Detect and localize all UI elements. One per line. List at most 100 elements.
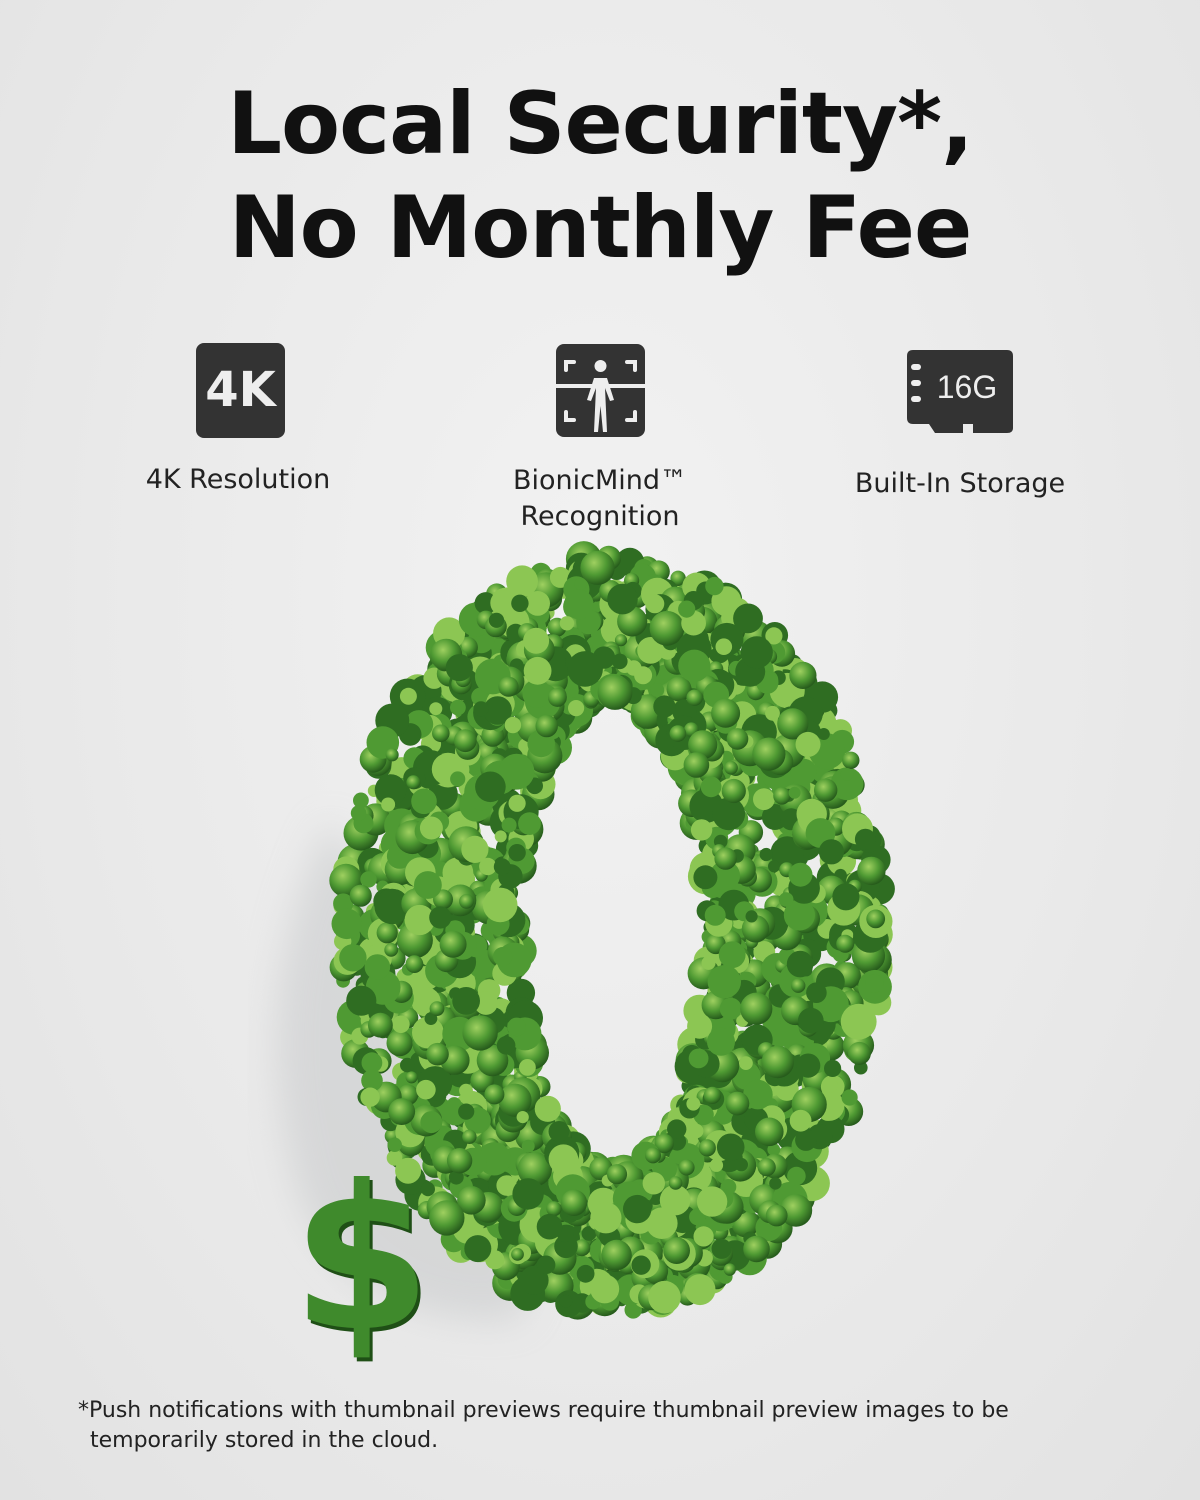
- tree-clump: [459, 1083, 473, 1098]
- tree-clump: [866, 909, 886, 929]
- tree-clump: [414, 871, 442, 899]
- tree-clump: [488, 612, 505, 628]
- tree-clump: [711, 1238, 732, 1259]
- tree-clump: [484, 1084, 505, 1105]
- tree-clump: [511, 594, 529, 612]
- tree-clump: [634, 666, 653, 685]
- tree-clump: [482, 887, 518, 923]
- tree-clump: [450, 699, 466, 716]
- tree-clump: [668, 1176, 683, 1190]
- tree-clump: [573, 1239, 591, 1257]
- sd-card-icon: 16G: [907, 350, 1013, 434]
- tree-clump: [783, 899, 816, 931]
- tree-clump: [752, 737, 786, 771]
- tree-clump: [445, 654, 473, 682]
- tree-clump: [461, 835, 489, 864]
- tree-clump: [715, 638, 733, 655]
- tree-clump: [650, 683, 665, 698]
- tree-clump: [508, 794, 526, 812]
- tree-clump: [450, 771, 466, 787]
- tree-clump: [346, 985, 377, 1016]
- tree-clump: [688, 730, 718, 760]
- tree-clump: [709, 1158, 724, 1172]
- person-recognition-icon: [556, 344, 645, 437]
- tree-clump: [723, 1263, 736, 1276]
- tree-clump: [719, 997, 742, 1020]
- tree-clump: [678, 649, 711, 682]
- tree-clump: [395, 1157, 422, 1184]
- tree-clump: [653, 695, 676, 718]
- tree-clump: [796, 1053, 821, 1078]
- tree-clump: [459, 894, 474, 909]
- tree-clump: [498, 753, 535, 790]
- tree-clump: [645, 1147, 661, 1164]
- tree-clump: [687, 1013, 713, 1039]
- tree-clump: [741, 915, 770, 943]
- tree-clump: [740, 992, 773, 1025]
- tree-clump: [712, 797, 746, 831]
- tree-clump: [504, 716, 522, 734]
- tree-clump: [721, 778, 746, 804]
- tree-clump: [462, 1129, 477, 1145]
- tree-clump: [429, 906, 452, 929]
- tree-clump: [597, 675, 633, 710]
- tree-clump: [420, 1182, 435, 1197]
- tree-clump: [726, 728, 749, 750]
- tree-clump: [411, 788, 437, 815]
- tree-clump: [521, 1139, 535, 1153]
- tree-clump: [374, 774, 407, 806]
- tree-clump: [507, 1017, 526, 1037]
- tree-clump: [686, 1096, 701, 1111]
- tree-clump: [508, 844, 526, 862]
- tree-clump: [574, 578, 587, 591]
- tree-clump: [768, 860, 781, 873]
- tree-clump: [419, 816, 443, 840]
- tree-clump: [386, 1030, 413, 1057]
- tree-clump: [631, 1255, 651, 1275]
- tree-clump: [392, 1015, 410, 1034]
- tree-clump: [493, 858, 511, 876]
- tree-clump: [479, 857, 497, 876]
- tree-clump: [548, 1121, 570, 1142]
- headline-line-1: Local Security*,: [227, 74, 974, 174]
- tree-clump: [412, 1016, 444, 1049]
- tree-clump: [590, 1202, 622, 1234]
- tree-clump: [559, 616, 575, 631]
- tree-clump: [560, 1189, 588, 1217]
- tree-clump: [474, 991, 498, 1015]
- tree-clump: [496, 1036, 516, 1055]
- tree-clump: [667, 1119, 687, 1139]
- tree-clump: [498, 676, 519, 697]
- tree-clump: [612, 653, 628, 670]
- feature-label-recognition: BionicMind™ Recognition: [440, 463, 760, 535]
- tree-clump: [649, 610, 685, 646]
- tree-clump: [689, 1123, 704, 1139]
- feature-label-4k: 4K Resolution: [145, 464, 331, 495]
- tree-clump: [364, 954, 391, 980]
- tree-clump: [740, 636, 773, 669]
- feature-label-recognition-line-1: BionicMind™: [512, 465, 688, 496]
- tree-clump: [659, 1184, 691, 1216]
- tree-clump: [773, 787, 791, 805]
- tree-clump: [663, 1237, 690, 1264]
- tree-clump: [474, 592, 497, 615]
- tree-clump: [485, 1250, 505, 1270]
- tree-clump: [473, 701, 489, 717]
- tree-clump: [446, 1148, 473, 1174]
- tree-clump: [590, 1274, 620, 1304]
- tree-clump: [703, 1086, 721, 1104]
- tree-clump: [696, 1186, 728, 1217]
- tree-clump: [842, 751, 860, 769]
- tree-clump: [400, 1057, 415, 1073]
- tree-clump: [559, 1294, 573, 1308]
- feature-label-recognition-line-2: Recognition: [520, 501, 680, 532]
- tree-clump: [761, 1045, 794, 1079]
- tree-clump: [546, 1201, 562, 1217]
- tree-clump: [453, 729, 477, 753]
- tree-clump: [707, 1027, 735, 1056]
- tree-clump: [554, 1234, 578, 1259]
- tree-clump: [439, 930, 467, 958]
- tree-clump: [576, 1264, 595, 1283]
- tree-clump: [832, 883, 860, 911]
- tree-clump: [686, 689, 703, 706]
